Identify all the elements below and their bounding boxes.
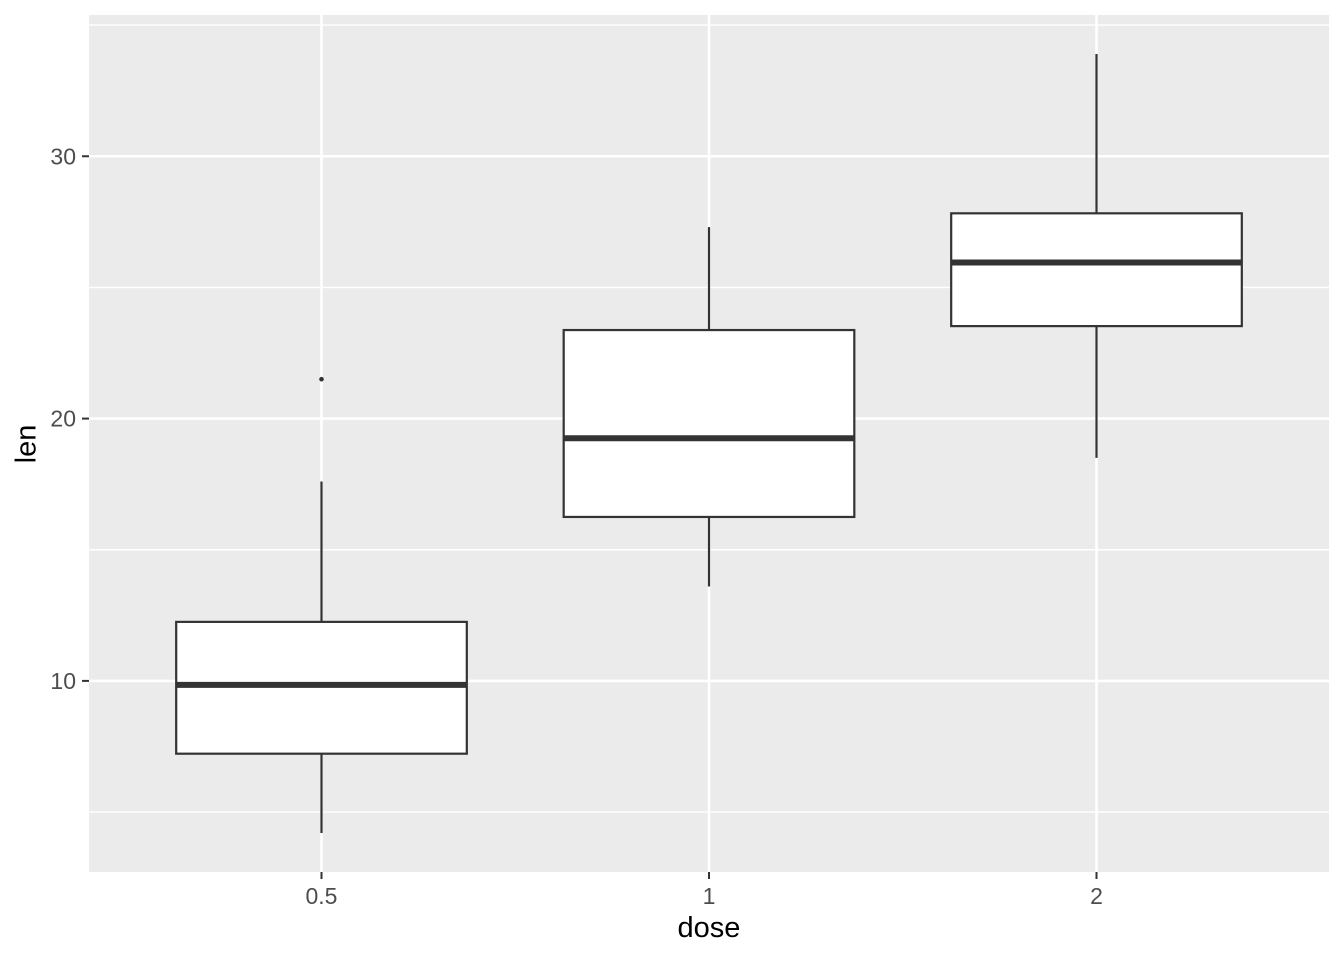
x-tick-label: 0.5: [306, 883, 338, 909]
y-tick-label: 30: [50, 143, 76, 169]
x-tick-label: 1: [703, 883, 716, 909]
y-tick-label: 10: [50, 668, 76, 694]
outlier-point: [319, 376, 324, 382]
x-axis-title: dose: [677, 912, 741, 944]
y-axis-title: len: [10, 424, 43, 464]
x-tick-label: 2: [1090, 883, 1103, 909]
y-tick-label: 20: [50, 406, 76, 432]
box-rect: [950, 212, 1243, 328]
box-rect: [562, 328, 856, 519]
